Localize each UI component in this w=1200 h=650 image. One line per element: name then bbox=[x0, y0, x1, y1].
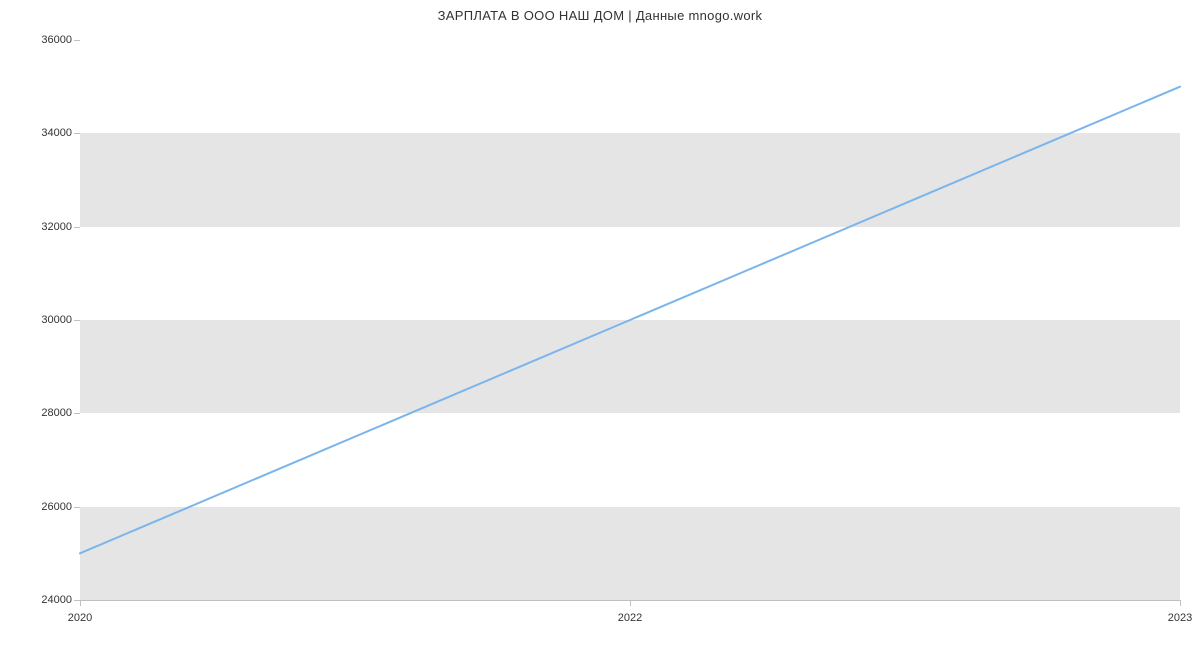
series-line-salary bbox=[80, 87, 1180, 554]
y-tick-label: 28000 bbox=[32, 407, 72, 419]
x-tick-mark bbox=[630, 600, 631, 606]
y-tick-label: 36000 bbox=[32, 34, 72, 46]
x-tick-label: 2023 bbox=[1168, 612, 1192, 624]
x-tick-mark bbox=[1180, 600, 1181, 606]
plot-area: 2400026000280003000032000340003600020202… bbox=[80, 40, 1180, 600]
y-tick-label: 24000 bbox=[32, 594, 72, 606]
y-tick-label: 32000 bbox=[32, 221, 72, 233]
chart-container: ЗАРПЛАТА В ООО НАШ ДОМ | Данные mnogo.wo… bbox=[0, 0, 1200, 650]
chart-title: ЗАРПЛАТА В ООО НАШ ДОМ | Данные mnogo.wo… bbox=[0, 8, 1200, 23]
y-tick-label: 34000 bbox=[32, 127, 72, 139]
x-tick-label: 2022 bbox=[618, 612, 642, 624]
series-layer bbox=[80, 40, 1180, 600]
y-tick-label: 26000 bbox=[32, 501, 72, 513]
y-tick-label: 30000 bbox=[32, 314, 72, 326]
x-tick-label: 2020 bbox=[68, 612, 92, 624]
x-tick-mark bbox=[80, 600, 81, 606]
